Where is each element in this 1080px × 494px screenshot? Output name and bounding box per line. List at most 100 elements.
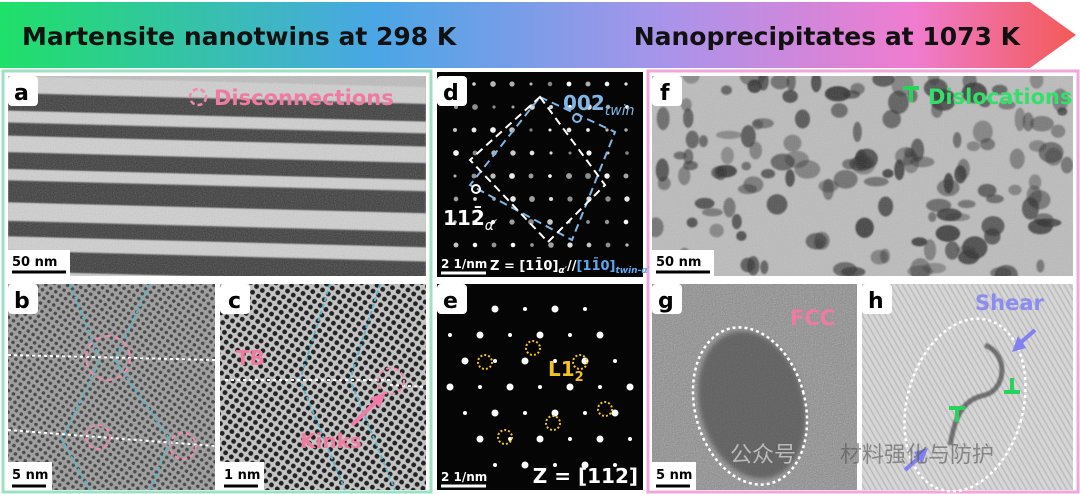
panel-h-image (862, 284, 1073, 490)
spot (585, 173, 591, 179)
spot (490, 219, 496, 225)
spot (547, 81, 553, 87)
annotation: 112̄α′ (443, 206, 498, 234)
spot (596, 435, 604, 443)
legend-text: Disconnections (214, 86, 394, 110)
watermark: 公众号 (730, 443, 796, 468)
spot (471, 173, 477, 179)
annotation: Shear (975, 291, 1044, 315)
spot (472, 82, 476, 86)
panel-label: c (228, 289, 241, 314)
annotation: FCC (790, 306, 835, 330)
scale-lines (12, 270, 710, 488)
scale-label: 50 nm (656, 255, 701, 270)
zone: Z = [11̄0] (490, 258, 558, 274)
spot (453, 196, 459, 202)
spot (490, 173, 496, 179)
spot (551, 305, 559, 313)
zone-sub: twin-α′ (615, 266, 650, 276)
texture (652, 76, 1073, 276)
spot (548, 196, 554, 202)
spot (566, 127, 572, 133)
spot (453, 220, 457, 224)
spot (567, 104, 573, 110)
spot (583, 307, 587, 311)
spot (568, 151, 572, 155)
spot (585, 81, 591, 87)
spot (448, 333, 452, 337)
panel-letters (8, 76, 892, 314)
spot (523, 307, 527, 311)
legend-icon (188, 87, 208, 107)
superlattice-spot (477, 354, 493, 370)
frame-right (646, 69, 1080, 494)
spot (493, 359, 497, 363)
zone: [11̄0] (576, 258, 615, 274)
spot (611, 409, 619, 417)
spot-index: 112̄ (443, 206, 485, 230)
spot (626, 383, 634, 391)
spot (530, 243, 534, 247)
spot (521, 461, 529, 469)
spot (605, 128, 609, 132)
spot (492, 105, 496, 109)
legend-text: Dislocations (928, 85, 1073, 109)
scale-label: 5 nm (12, 468, 48, 483)
panel-a-image (8, 76, 426, 276)
spot (491, 305, 499, 313)
spot-sub: twin (605, 103, 635, 119)
panel-c-image (220, 284, 426, 490)
spot (478, 385, 482, 389)
spot (471, 127, 477, 133)
spot (548, 242, 554, 248)
spot (528, 219, 534, 225)
panel-d-overlay (468, 95, 617, 244)
spot (598, 385, 602, 389)
spot (586, 220, 590, 224)
superlattice-spot (572, 354, 588, 370)
annotation: L12 (548, 357, 584, 385)
spot (506, 383, 514, 391)
spot (605, 196, 611, 202)
spot-sub: α′ (485, 218, 498, 234)
spot (529, 82, 533, 86)
spot (553, 359, 557, 363)
spot (628, 437, 632, 441)
panel-c-overlay (225, 283, 427, 491)
spot (604, 81, 610, 87)
spot (568, 437, 572, 441)
spot (509, 81, 515, 87)
spot (461, 357, 469, 365)
spot (625, 243, 629, 247)
spot (490, 127, 496, 133)
spot (566, 383, 574, 391)
superlattice-spot (525, 340, 541, 356)
watermark: 材料强化与防护 (840, 443, 994, 468)
spot (568, 333, 572, 337)
spot (521, 357, 529, 365)
panel-f-image (652, 76, 1073, 276)
spot (538, 385, 542, 389)
panel-b-overlay (7, 283, 216, 491)
spot (548, 174, 552, 178)
zone-sep: // (567, 259, 577, 274)
spot (586, 242, 592, 248)
panel-label: f (660, 81, 670, 106)
spot (472, 242, 478, 248)
spot (529, 150, 535, 156)
scale-label: 2 1/nm (441, 257, 487, 271)
spot (536, 435, 544, 443)
spot (509, 219, 515, 225)
scale-label: 1 nm (224, 468, 260, 483)
spot (472, 150, 478, 156)
spot (567, 242, 573, 248)
spot (604, 219, 610, 225)
spot (453, 242, 459, 248)
zone-axis: Z = [11̄0]α′//[11̄0]twin-α′ (490, 258, 651, 276)
spot (586, 128, 590, 132)
panel-label: g (658, 289, 674, 314)
panel-label: h (868, 289, 884, 314)
zone-sub: α′ (558, 266, 567, 276)
